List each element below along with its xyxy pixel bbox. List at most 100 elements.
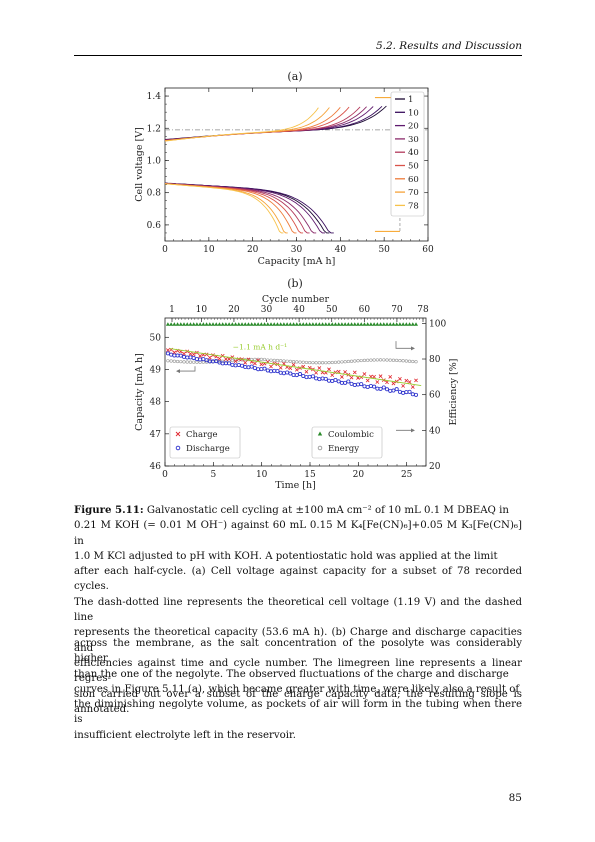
discharge-point (240, 363, 245, 368)
coulombic-point (330, 322, 335, 326)
caption-line: Figure 5.11: Galvanostatic cell cycling … (74, 504, 509, 516)
coulombic-point (262, 322, 267, 326)
legend-charge-marker (175, 431, 181, 437)
body-line: across the membrane, as the salt concent… (74, 638, 522, 665)
discharge-curve-30 (164, 182, 317, 234)
coulombic-point (317, 322, 322, 326)
coulombic-point (165, 322, 170, 326)
charge-point (182, 351, 186, 356)
discharge-point (330, 379, 335, 384)
discharge-point (401, 390, 406, 395)
regression-line (169, 348, 422, 387)
coulombic-point (278, 322, 283, 326)
energy-point (262, 357, 267, 362)
energy-point (317, 361, 321, 365)
energy-point (343, 360, 347, 364)
discharge-point (414, 392, 419, 397)
discharge-point (233, 363, 238, 368)
coulombic-point (211, 322, 216, 326)
legend-box-left (169, 426, 241, 459)
charge-point (224, 357, 228, 361)
energy-point (166, 359, 170, 363)
coulombic-point (375, 322, 380, 326)
y-tick-right-label: 20 (429, 462, 441, 472)
energy-point (201, 360, 205, 364)
discharge-point (314, 376, 319, 381)
coulombic-point (236, 322, 241, 326)
discharge-point (339, 380, 344, 385)
caption-label: Figure 5.11: (74, 504, 144, 516)
energy-point (269, 358, 273, 362)
coulombic-point (336, 322, 341, 326)
discharge-point (404, 390, 409, 395)
energy-point (175, 359, 180, 364)
x-tick-label: 30 (291, 245, 303, 255)
energy-point (382, 358, 386, 362)
discharge-point (230, 362, 235, 367)
coulombic-point (256, 322, 261, 326)
panel-b-label: (b) (287, 277, 303, 290)
energy-point (311, 361, 315, 365)
charge-point (191, 352, 196, 357)
discharge-point (182, 354, 187, 359)
charge-point (349, 375, 354, 380)
legend-label: 60 (408, 175, 419, 185)
discharge-point (175, 353, 180, 358)
coulombic-point (378, 322, 383, 326)
discharge-point (343, 380, 348, 385)
energy-point (411, 359, 415, 364)
discharge-point (307, 374, 312, 379)
charge-point (227, 357, 232, 361)
legend-energy-label: Energy (328, 444, 359, 454)
charge-point (233, 359, 238, 364)
discharge-point (359, 382, 364, 387)
energy-point (188, 360, 193, 364)
coulombic-point (397, 322, 402, 326)
energy-point (395, 358, 399, 362)
coulombic-point (198, 322, 203, 326)
energy-point (327, 360, 331, 365)
charge-point (343, 370, 348, 374)
discharge-point (381, 385, 386, 390)
y-tick-right-label: 40 (429, 426, 441, 436)
y-axis-right-label: Efficiency [%] (448, 359, 459, 426)
charge-curve-60 (164, 107, 341, 142)
energy-point (340, 360, 344, 364)
coulombic-point (281, 322, 286, 326)
x-tick-label: 0 (162, 245, 168, 255)
coulombic-point (285, 322, 290, 326)
discharge-point (298, 372, 303, 377)
panel-b-chart: 0 5 10 15 20 25 46 47 48 49 50 20 40 60 80 100 1 10 20 30 40… (134, 294, 459, 491)
energy-point (320, 361, 325, 365)
discharge-point (249, 364, 254, 369)
coulombic-point (352, 322, 357, 326)
figure-5-11: (a) 0 10 20 30 40 50 600.60.81.01.21.4 11020304… (134, 70, 459, 491)
discharge-point (323, 376, 328, 381)
energy-point (414, 360, 418, 364)
charge-point (166, 348, 170, 353)
x-tick-label: 25 (401, 470, 413, 480)
discharge-point (375, 386, 380, 391)
energy-point (366, 358, 370, 362)
coulombic-point (339, 322, 344, 326)
coulombic-point (381, 322, 386, 326)
energy-point (285, 359, 289, 363)
coulombic-point (298, 322, 303, 326)
charge-curve-40 (164, 106, 361, 141)
discharge-point (281, 371, 286, 376)
coulombic-point (259, 322, 264, 326)
charge-point (410, 385, 415, 389)
discharge-point (172, 353, 177, 358)
energy-point (388, 358, 392, 362)
coulombic-point (240, 322, 245, 326)
energy-point (275, 358, 280, 363)
legend-energy-marker (317, 445, 323, 451)
charge-curve-70 (164, 107, 330, 142)
y-tick-label: 0.8 (147, 189, 162, 199)
discharge-point (243, 365, 248, 370)
energy-point (337, 360, 341, 364)
coulombic-point (182, 322, 187, 326)
top-tick-label: 20 (228, 305, 240, 315)
discharge-point (194, 357, 199, 362)
discharge-point (191, 355, 196, 360)
